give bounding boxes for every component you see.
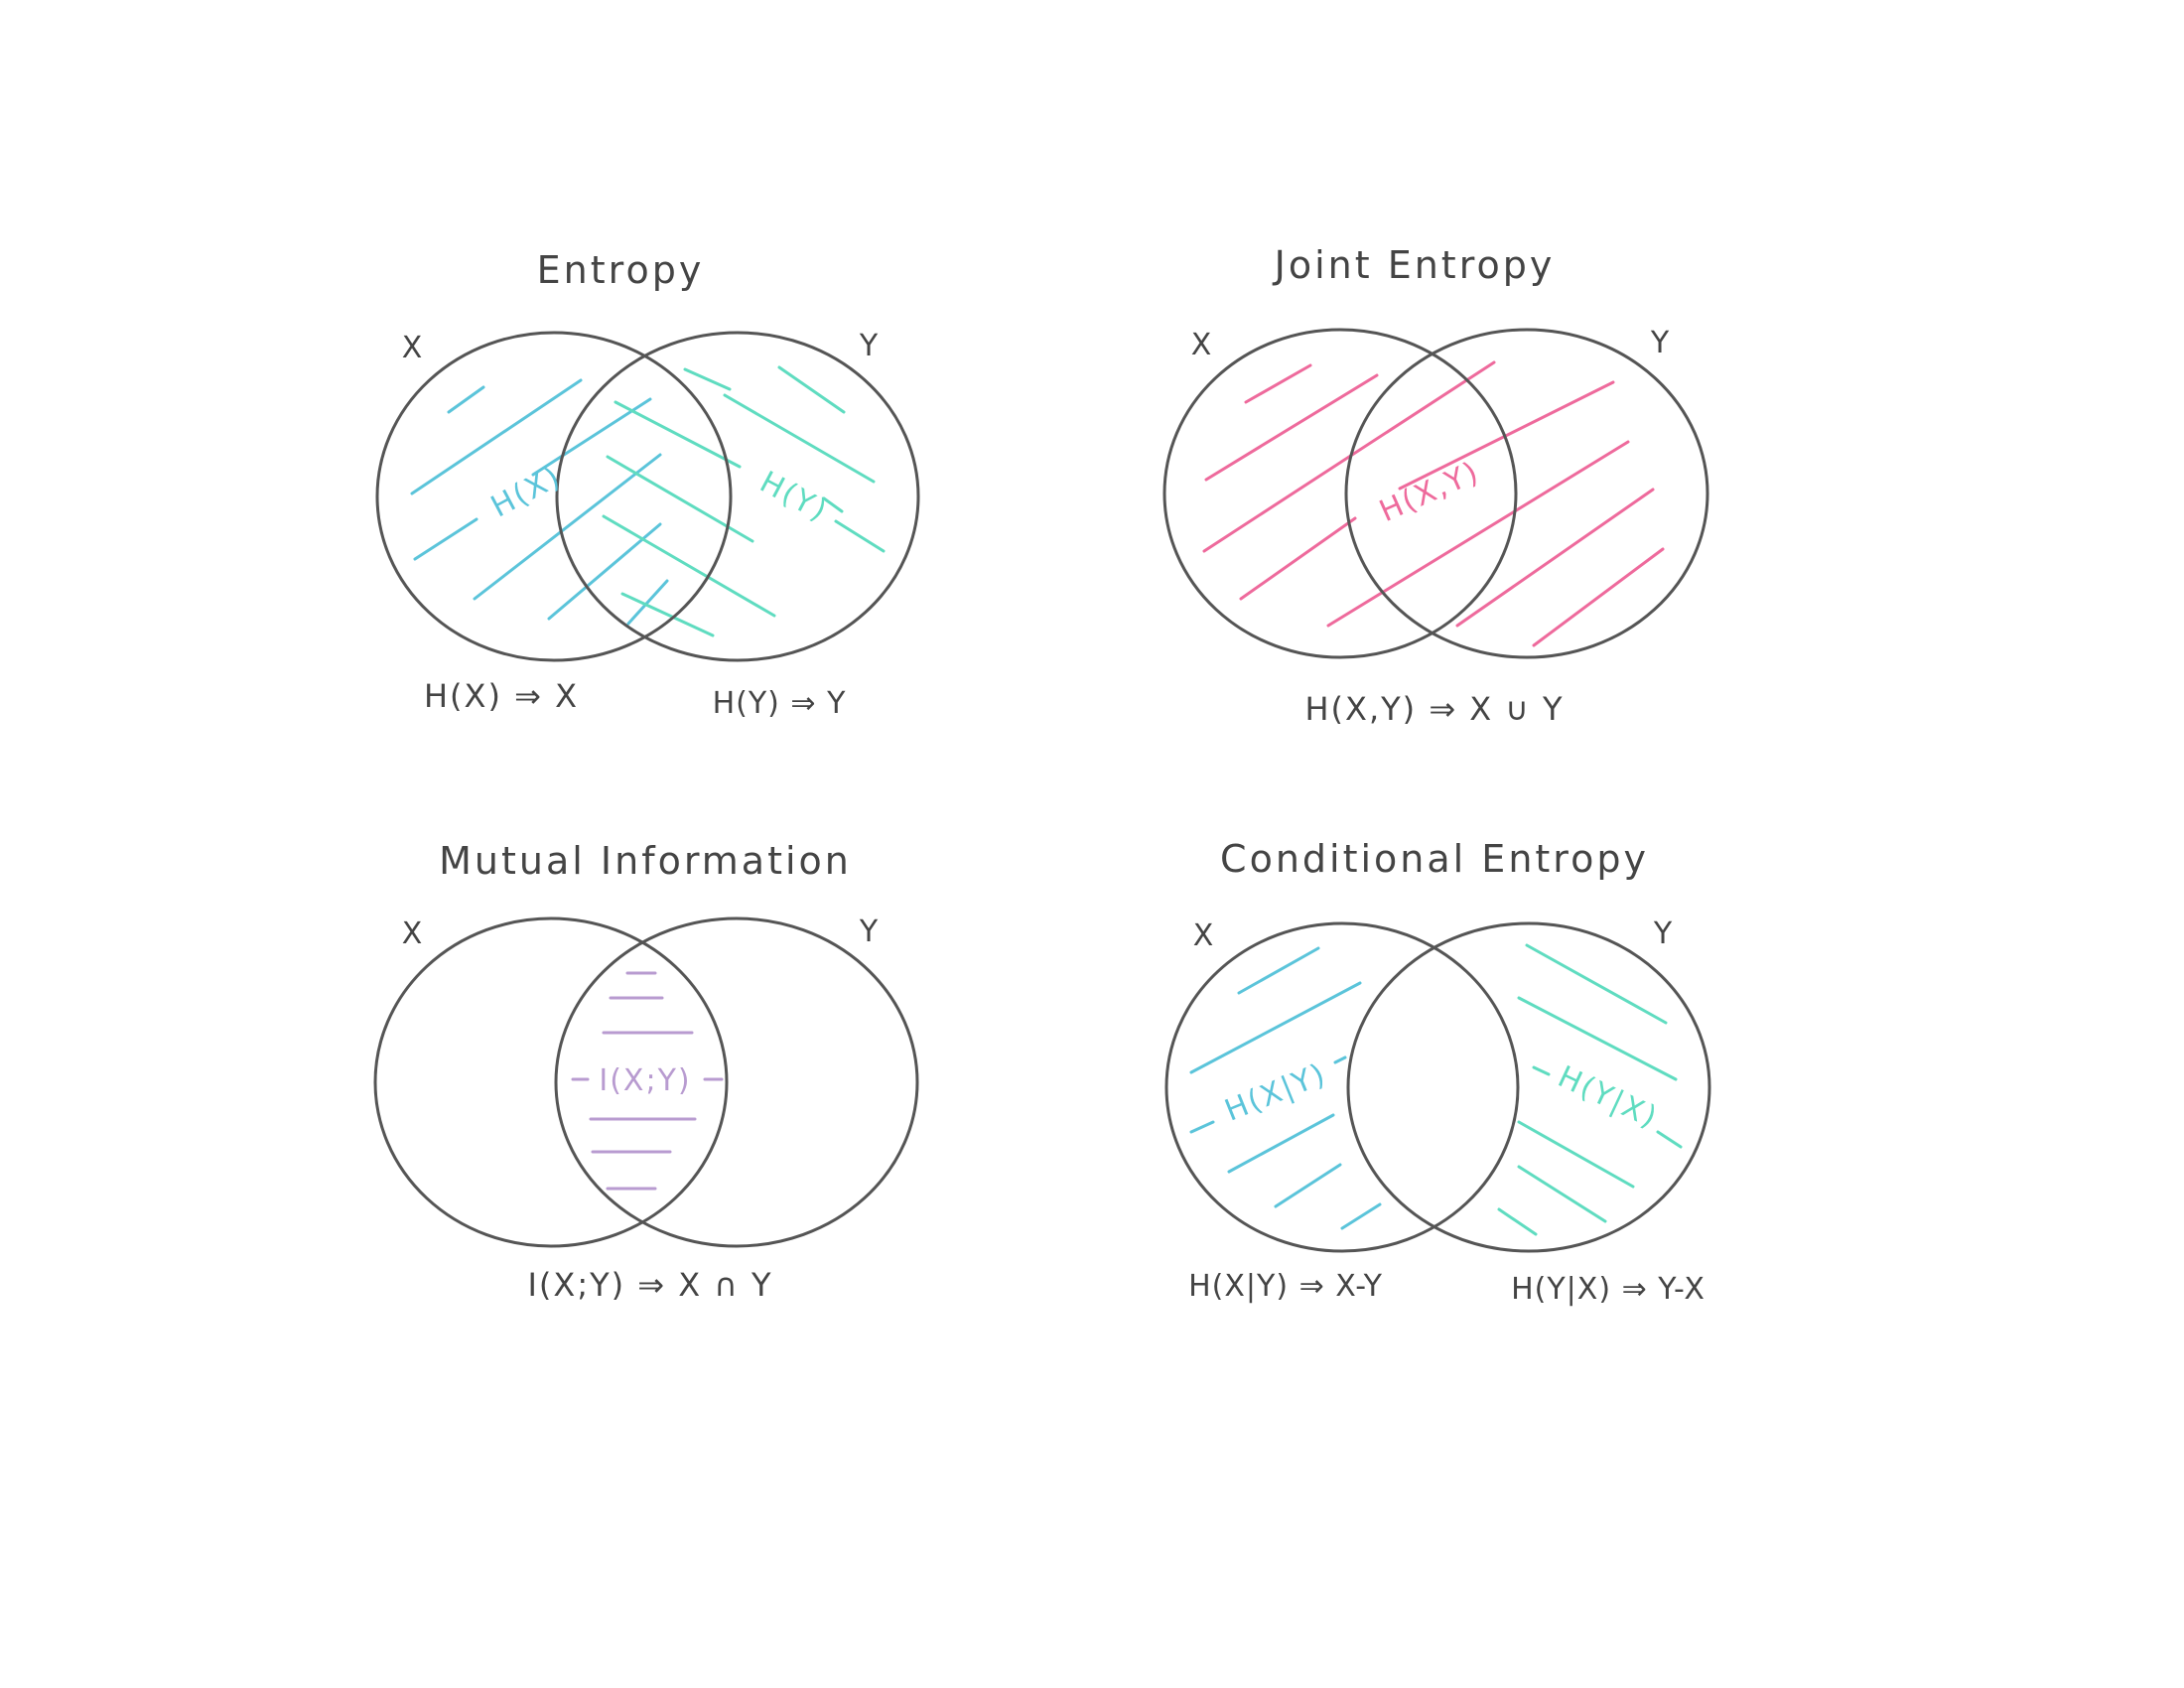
conditional-circle-y <box>1346 921 1711 1253</box>
entropy-hy-label: H(Y) <box>754 465 834 529</box>
conditional-circle-x <box>1164 921 1520 1253</box>
entropy-y-label: Y <box>859 329 879 363</box>
conditional-y-hatch <box>1497 943 1683 1236</box>
entropy-hx-label: H(X) <box>485 459 567 524</box>
mutual-hatch <box>571 971 724 1191</box>
entropy-y-hatch <box>602 365 886 637</box>
mutual-ixy-label: I(X;Y) <box>599 1063 691 1098</box>
conditional-entropy-panel: Conditional Entropy X Y H(X|Y) H(Y|X) H(… <box>1164 837 1711 1307</box>
conditional-x-hatch <box>1189 946 1382 1230</box>
entropy-circle-y <box>555 331 920 662</box>
joint-hxy-label: H(X,Y) <box>1374 455 1484 529</box>
joint-hatch <box>1202 360 1665 647</box>
entropy-circle-x <box>375 331 733 662</box>
joint-entropy-panel: Joint Entropy X Y H(X,Y) H(X,Y) ⇒ X ∪ Y <box>1162 243 1709 728</box>
mutual-circle-y <box>554 916 919 1248</box>
joint-y-label: Y <box>1650 326 1670 360</box>
entropy-formula-y: H(Y) ⇒ Y <box>713 686 847 721</box>
entropy-x-hatch <box>410 378 669 626</box>
conditional-formula-y: H(Y|X) ⇒ Y-X <box>1511 1272 1706 1307</box>
conditional-y-label: Y <box>1653 916 1673 951</box>
conditional-title: Conditional Entropy <box>1220 837 1649 881</box>
conditional-x-label: X <box>1193 918 1214 953</box>
entropy-panel: Entropy X Y H(X) H(Y) H(X) ⇒ X <box>375 248 920 721</box>
mutual-x-label: X <box>402 916 423 951</box>
joint-formula: H(X,Y) ⇒ X ∪ Y <box>1304 690 1564 728</box>
entropy-title: Entropy <box>537 248 705 292</box>
conditional-hxgy-label: H(X|Y) <box>1220 1056 1331 1129</box>
conditional-hygx-label: H(Y|X) <box>1553 1059 1664 1136</box>
joint-x-label: X <box>1191 328 1212 362</box>
mutual-circle-x <box>373 916 729 1248</box>
mutual-information-panel: Mutual Information X Y I(X;Y) I(X;Y) ⇒ X… <box>373 839 919 1304</box>
mutual-y-label: Y <box>859 914 879 949</box>
joint-title: Joint Entropy <box>1273 243 1556 287</box>
conditional-formula-x: H(X|Y) ⇒ X-Y <box>1188 1269 1383 1304</box>
entropy-formula-x: H(X) ⇒ X <box>424 677 579 715</box>
mutual-formula: I(X;Y) ⇒ X ∩ Y <box>527 1266 772 1304</box>
joint-circle-x <box>1162 328 1518 659</box>
joint-circle-y <box>1344 328 1709 659</box>
entropy-x-label: X <box>402 331 423 365</box>
mutual-title: Mutual Information <box>439 839 852 883</box>
